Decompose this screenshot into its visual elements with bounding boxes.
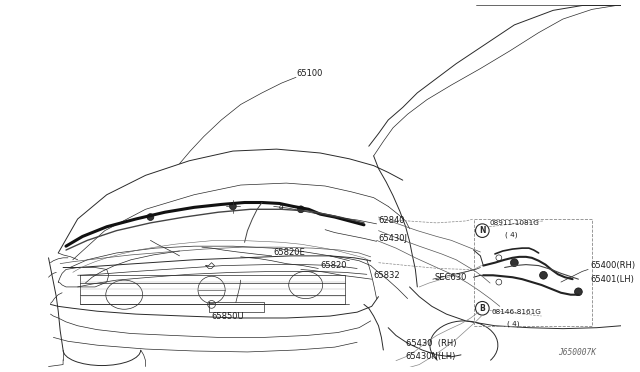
Text: 65401(LH): 65401(LH): [590, 275, 634, 284]
Text: 65820E: 65820E: [274, 248, 305, 257]
Text: 62840: 62840: [378, 217, 405, 225]
Text: ( 4): ( 4): [505, 231, 517, 238]
Text: N: N: [479, 226, 486, 235]
Text: 65100: 65100: [296, 69, 323, 78]
Text: 08911-1081G: 08911-1081G: [489, 220, 539, 226]
Circle shape: [230, 203, 236, 210]
Text: B: B: [479, 304, 485, 313]
Text: 65430J: 65430J: [378, 234, 408, 243]
Circle shape: [147, 214, 154, 221]
Text: 65400(RH): 65400(RH): [590, 261, 635, 270]
Circle shape: [298, 206, 304, 213]
Text: d: d: [279, 204, 284, 210]
Text: ( 4): ( 4): [507, 321, 519, 327]
Text: SEC630: SEC630: [435, 273, 467, 282]
Circle shape: [540, 272, 547, 279]
Text: 65832: 65832: [374, 271, 400, 280]
Text: 65850U: 65850U: [212, 311, 244, 321]
Text: 65820: 65820: [320, 261, 347, 270]
Text: 65430N(LH): 65430N(LH): [406, 352, 456, 361]
Circle shape: [575, 288, 582, 296]
Text: J650007K: J650007K: [558, 349, 596, 357]
Text: 08146-8161G: 08146-8161G: [491, 309, 541, 315]
Circle shape: [511, 259, 518, 267]
Text: 65430  (RH): 65430 (RH): [406, 339, 456, 348]
